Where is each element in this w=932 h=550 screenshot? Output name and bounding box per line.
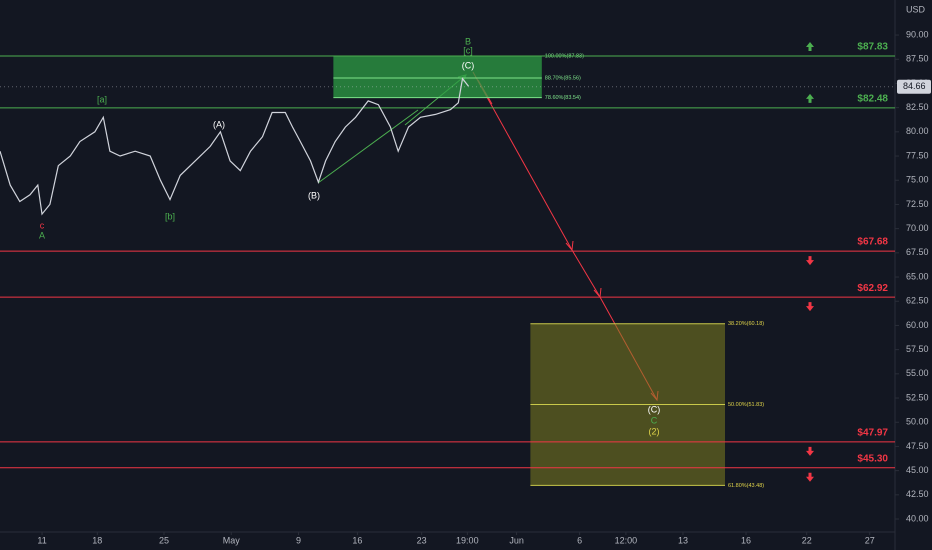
level-arrow — [806, 446, 814, 456]
y-tick-label: 77.50 — [906, 150, 929, 160]
y-tick-label: 57.50 — [906, 344, 929, 354]
x-tick-label: 25 — [159, 535, 169, 545]
y-tick-label: 82.50 — [906, 102, 929, 112]
y-tick-label: 62.50 — [906, 296, 929, 306]
x-tick-label: 27 — [865, 535, 875, 545]
fib-label: 78.60%(83.54) — [545, 95, 581, 101]
x-tick-label: 9 — [296, 535, 301, 545]
y-tick-label: 55.00 — [906, 368, 929, 378]
last-price-label: 84.66 — [903, 81, 926, 91]
y-tick-label: 72.50 — [906, 199, 929, 209]
wave-label: A — [39, 230, 45, 240]
y-tick-label: 87.50 — [906, 54, 929, 64]
x-tick-label: Jun — [509, 535, 524, 545]
y-tick-label: 67.50 — [906, 247, 929, 257]
level-arrow — [806, 472, 814, 482]
y-tick-label: 75.00 — [906, 175, 929, 185]
fib-label: 38.20%(60.18) — [728, 321, 764, 327]
y-tick-label: 45.00 — [906, 465, 929, 475]
y-tick-label: 80.00 — [906, 126, 929, 136]
wave-label: (2) — [649, 426, 660, 436]
y-tick-label: 50.00 — [906, 417, 929, 427]
level-arrow — [806, 42, 814, 52]
fib-zone — [333, 56, 542, 98]
x-tick-label: 16 — [741, 535, 751, 545]
level-label: $47.97 — [857, 428, 888, 439]
last-price-tag — [897, 79, 931, 94]
x-tick-label: 16 — [352, 535, 362, 545]
y-tick-label: 65.00 — [906, 271, 929, 281]
x-tick-label: 11 — [37, 535, 46, 545]
y-tick-label: 42.50 — [906, 489, 929, 499]
y-tick-label: 52.50 — [906, 392, 929, 402]
fib-label: 88.70%(85.56) — [545, 75, 581, 81]
x-tick-label: 19:00 — [456, 535, 479, 545]
x-tick-label: 12:00 — [615, 535, 638, 545]
x-tick-label: 23 — [417, 535, 427, 545]
y-tick-label: 40.00 — [906, 513, 929, 523]
level-label: $82.48 — [857, 93, 888, 104]
y-tick-label: 90.00 — [906, 29, 929, 39]
x-tick-label: 18 — [92, 535, 102, 545]
arrow-head — [565, 240, 574, 252]
level-label: $62.92 — [857, 283, 888, 294]
price-line — [0, 77, 469, 216]
x-tick-label: 22 — [802, 535, 812, 545]
wave-label: (B) — [308, 190, 320, 200]
arrow — [317, 109, 419, 184]
y-tick-label: 60.00 — [906, 320, 929, 330]
x-tick-label: May — [223, 535, 241, 545]
wave-label: C — [651, 415, 658, 425]
level-arrow — [806, 256, 814, 266]
wave-label: (C) — [648, 404, 661, 414]
level-label: $67.68 — [857, 237, 888, 248]
wave-label: [a] — [97, 94, 107, 104]
x-tick-label: 6 — [577, 535, 582, 545]
level-arrow — [806, 93, 814, 103]
wave-label: (C) — [462, 60, 475, 70]
wave-label: [c] — [463, 45, 473, 55]
axis-unit: USD — [906, 4, 926, 14]
level-label: $87.83 — [857, 42, 888, 53]
x-tick-label: 13 — [678, 535, 688, 545]
wave-label: c — [40, 220, 45, 230]
wave-label: [b] — [165, 211, 175, 221]
level-label: $45.30 — [857, 453, 888, 464]
y-tick-label: 70.00 — [906, 223, 929, 233]
wave-label: (A) — [213, 119, 225, 129]
wave-label: B — [465, 36, 471, 46]
level-arrow — [806, 302, 814, 312]
fib-label: 50.00%(51.83) — [728, 402, 764, 408]
y-tick-label: 47.50 — [906, 441, 929, 451]
fib-label: 61.80%(43.48) — [728, 483, 764, 489]
